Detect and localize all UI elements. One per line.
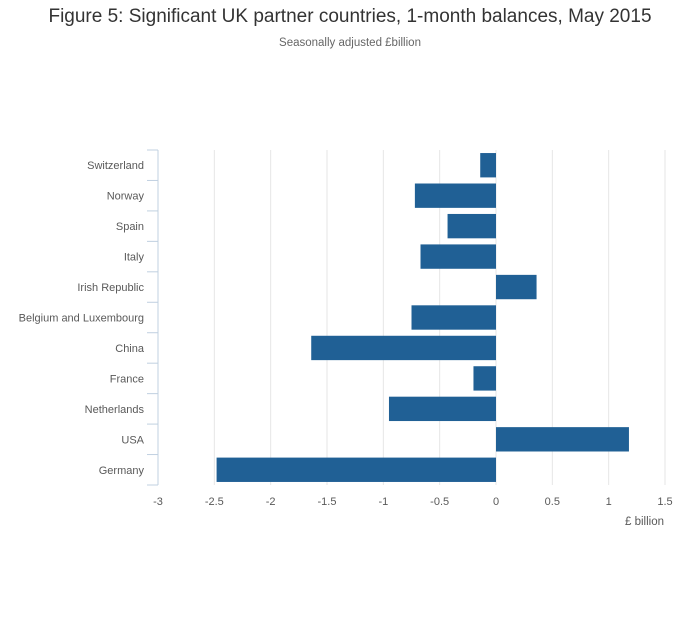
y-axis: Switzerland Norway Spain Italy Irish Republi…	[19, 149, 159, 486]
y-category-label: Germany	[99, 465, 145, 477]
x-tick-label: 1.5	[657, 496, 672, 508]
x-tick-label: -3	[153, 496, 163, 508]
chart-title: Figure 5: Significant UK partner countri…	[48, 6, 652, 27]
y-category-label: France	[110, 373, 144, 385]
x-tick-label: -2	[266, 496, 276, 508]
bar	[216, 457, 496, 482]
x-tick-label: 0	[493, 496, 499, 508]
chart-subtitle: Seasonally adjusted £billion	[279, 37, 421, 49]
bar	[480, 153, 496, 178]
x-tick-label: -0.5	[430, 496, 449, 508]
y-category-label: China	[115, 343, 145, 355]
x-tick-label: -1.5	[318, 496, 337, 508]
bars	[216, 153, 629, 482]
y-category-label: Norway	[107, 191, 145, 203]
x-tick-label: -2.5	[205, 496, 224, 508]
x-tick-label: 1	[606, 496, 612, 508]
bar	[388, 396, 496, 422]
y-category-label: Spain	[116, 221, 144, 233]
y-category-label: Belgium and Luxembourg	[19, 313, 144, 325]
bar	[496, 427, 629, 452]
x-axis-title: £ billion	[625, 516, 664, 528]
bar	[420, 244, 496, 269]
bar	[447, 213, 496, 239]
bar	[414, 183, 496, 208]
bar	[311, 335, 496, 361]
bar	[473, 366, 496, 391]
x-tick-label: -1	[378, 496, 388, 508]
y-category-label: Netherlands	[85, 404, 145, 416]
y-category-label: Italy	[124, 252, 145, 264]
y-category-label: USA	[121, 434, 144, 446]
x-tick-label: 0.5	[545, 496, 560, 508]
y-category-label: Switzerland	[87, 160, 144, 172]
bar	[496, 274, 537, 300]
bar	[411, 305, 496, 330]
x-axis-ticks: -3 -2.5 -2 -1.5 -1 -0.5 0 0.5 1 1.5	[153, 496, 673, 508]
y-category-label: Irish Republic	[77, 282, 144, 294]
